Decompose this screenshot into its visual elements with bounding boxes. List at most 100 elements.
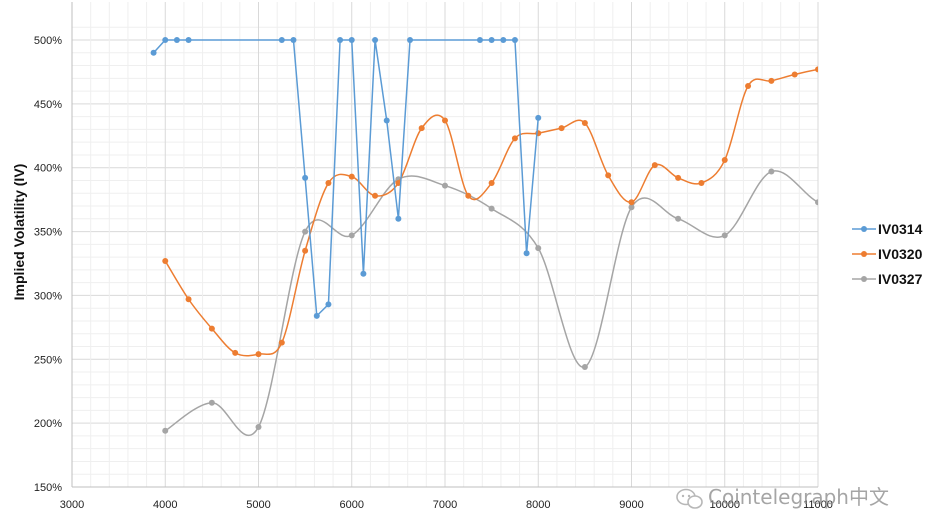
- data-point-iv0320: [255, 351, 262, 358]
- data-point-iv0314: [337, 37, 344, 43]
- wechat-icon: [676, 488, 703, 509]
- legend-item-iv0320: IV0320: [852, 246, 923, 262]
- data-point-iv0320: [558, 125, 565, 132]
- data-point-iv0320: [815, 66, 818, 73]
- data-point-iv0320: [208, 325, 215, 332]
- data-point-iv0320: [465, 192, 472, 199]
- data-point-iv0327: [442, 182, 448, 189]
- series-line-iv0314: [153, 39, 539, 318]
- watermark: Cointelegraph中文: [676, 485, 889, 509]
- y-tick-label: 450%: [34, 99, 62, 111]
- data-point-iv0320: [348, 173, 355, 180]
- y-tick-label: 250%: [34, 354, 62, 366]
- series-line-iv0320: [164, 68, 818, 357]
- y-tick-label: 400%: [34, 163, 62, 175]
- data-point-iv0320: [372, 192, 379, 199]
- x-tick-label: 10000: [709, 499, 740, 511]
- data-point-iv0320: [838, 63, 844, 69]
- data-point-iv0314: [523, 250, 530, 257]
- legend-item-iv0314: IV0314: [852, 221, 923, 237]
- x-tick-label: 4000: [153, 499, 177, 511]
- data-point-iv0320: [791, 71, 798, 78]
- x-tick-label: 8000: [526, 499, 550, 511]
- data-point-iv0320: [862, 59, 868, 65]
- data-point-iv0327: [628, 204, 635, 211]
- data-point-iv0327: [255, 423, 262, 430]
- data-point-iv0320: [278, 339, 285, 346]
- data-point-iv0320: [721, 157, 728, 164]
- series-iv0314: [150, 37, 542, 319]
- watermark-text: Cointelegraph中文: [708, 485, 889, 509]
- series-iv0320: [162, 59, 868, 358]
- legend-marker: [861, 251, 867, 257]
- data-point-iv0314: [185, 37, 192, 43]
- x-tick-label: 9000: [619, 499, 643, 511]
- series-iv0327: [162, 168, 914, 436]
- data-point-iv0320: [232, 349, 239, 356]
- legend-label: IV0314: [878, 221, 923, 237]
- data-point-iv0314: [395, 215, 402, 222]
- data-point-iv0314: [162, 37, 169, 43]
- data-point-iv0320: [442, 117, 448, 124]
- data-point-iv0327: [721, 232, 728, 239]
- data-point-iv0314: [383, 117, 390, 124]
- y-tick-label: 200%: [34, 418, 62, 430]
- data-point-iv0320: [605, 172, 612, 179]
- data-point-iv0314: [150, 49, 157, 56]
- data-point-iv0314: [488, 37, 495, 43]
- data-point-iv0314: [476, 37, 483, 43]
- x-tick-labels: 3000 4000 5000 6000 7000 8000 9000 10000 11000: [60, 499, 833, 511]
- data-point-iv0327: [675, 215, 682, 222]
- data-point-iv0327: [768, 168, 775, 175]
- data-point-iv0320: [581, 120, 588, 127]
- data-point-iv0314: [313, 312, 320, 319]
- data-point-iv0320: [745, 82, 752, 89]
- data-point-iv0314: [535, 114, 542, 121]
- legend-marker: [861, 226, 867, 232]
- data-point-iv0320: [511, 135, 518, 142]
- data-point-iv0314: [173, 37, 180, 43]
- data-point-iv0327: [535, 245, 542, 252]
- data-point-iv0320: [628, 199, 635, 206]
- axes: [71, 2, 818, 488]
- y-tick-labels: 150% 200% 250% 300% 350% 400% 450% 500%: [34, 35, 62, 494]
- x-tick-label: 5000: [246, 499, 270, 511]
- x-tick-label: 7000: [433, 499, 457, 511]
- data-point-iv0327: [162, 427, 169, 434]
- data-point-iv0314: [348, 37, 355, 43]
- x-tick-label: 3000: [60, 499, 84, 511]
- data-point-iv0327: [348, 232, 355, 239]
- data-point-iv0314: [325, 301, 332, 308]
- data-point-iv0314: [302, 174, 309, 181]
- y-axis-label: Implied Volatility (IV): [11, 164, 27, 301]
- data-point-iv0314: [290, 37, 297, 43]
- data-point-iv0320: [488, 180, 495, 187]
- data-point-iv0320: [698, 180, 705, 187]
- data-point-iv0327: [488, 205, 495, 212]
- data-point-iv0314: [407, 37, 414, 43]
- data-point-iv0327: [862, 216, 868, 222]
- data-point-iv0327: [302, 228, 309, 235]
- data-point-iv0314: [278, 37, 285, 43]
- data-point-iv0327: [208, 399, 215, 406]
- data-point-iv0320: [325, 180, 332, 187]
- legend-marker: [861, 276, 867, 282]
- data-point-iv0320: [162, 257, 169, 264]
- data-point-iv0314: [500, 37, 507, 43]
- legend-label: IV0327: [878, 271, 923, 287]
- data-point-iv0314: [511, 37, 518, 43]
- data-point-iv0327: [908, 170, 914, 176]
- data-point-iv0327: [581, 363, 588, 370]
- data-point-iv0327: [815, 199, 818, 206]
- data-point-iv0320: [185, 296, 192, 303]
- series-group: [150, 37, 914, 436]
- data-point-iv0314: [372, 37, 379, 43]
- grid-lines: [71, 2, 819, 488]
- legend-item-iv0327: IV0327: [852, 271, 923, 287]
- y-tick-label: 150%: [34, 482, 62, 494]
- x-tick-label: 11000: [803, 499, 833, 511]
- data-point-iv0320: [651, 162, 658, 169]
- legend: IV0314 IV0320 IV0327: [852, 221, 923, 287]
- legend-label: IV0320: [878, 246, 923, 262]
